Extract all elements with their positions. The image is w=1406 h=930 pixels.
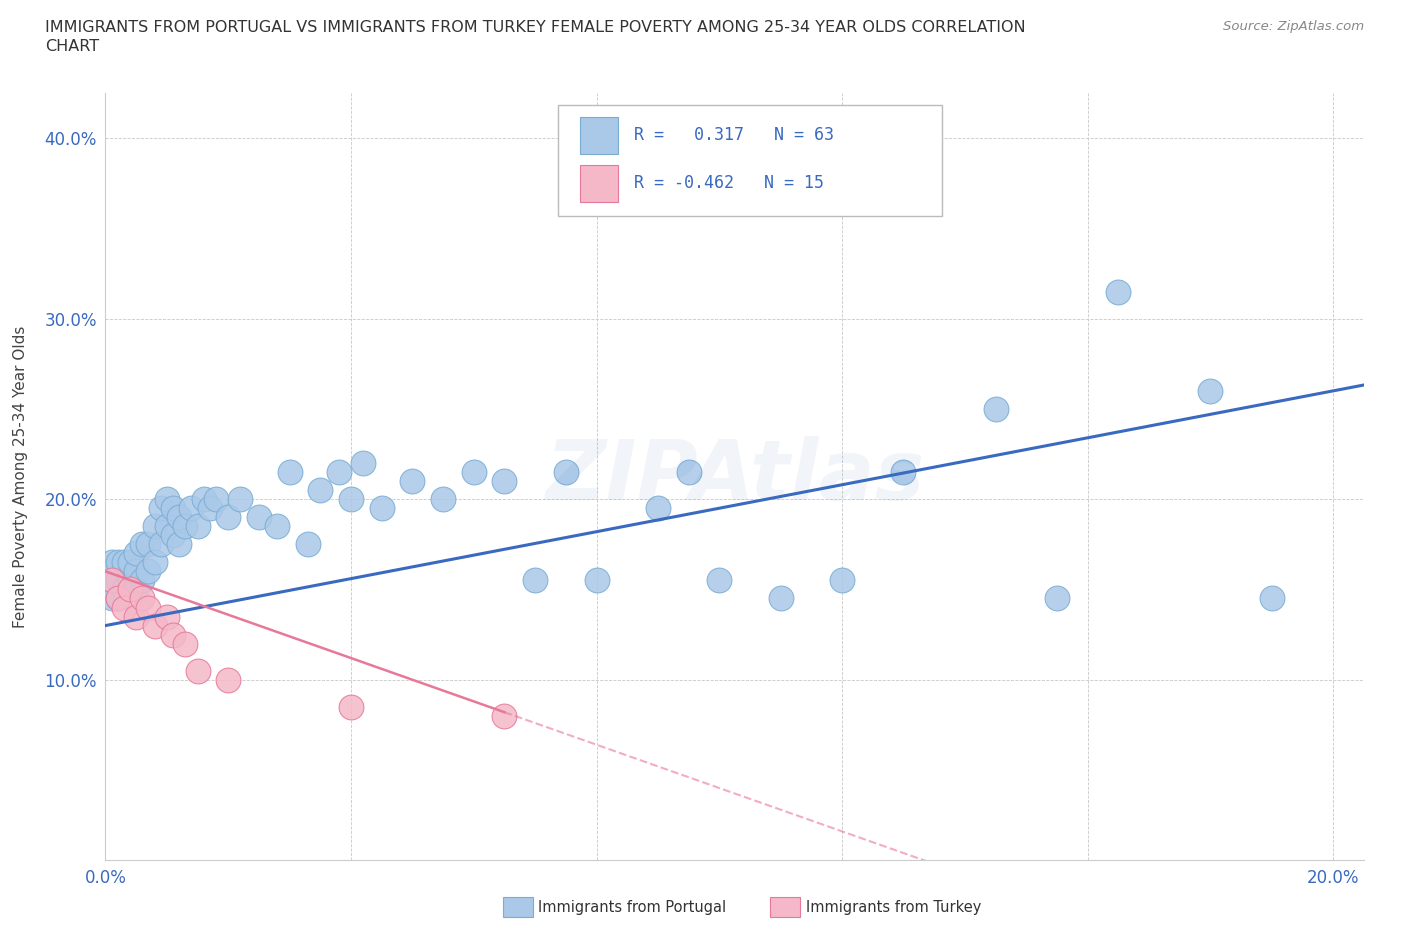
Point bbox=[149, 500, 172, 515]
Point bbox=[340, 699, 363, 714]
Point bbox=[709, 573, 731, 588]
Point bbox=[156, 609, 179, 624]
Point bbox=[831, 573, 853, 588]
Point bbox=[463, 465, 485, 480]
Point bbox=[193, 492, 215, 507]
Text: IMMIGRANTS FROM PORTUGAL VS IMMIGRANTS FROM TURKEY FEMALE POVERTY AMONG 25-34 YE: IMMIGRANTS FROM PORTUGAL VS IMMIGRANTS F… bbox=[45, 20, 1025, 35]
Point bbox=[309, 483, 332, 498]
Point bbox=[198, 500, 221, 515]
Point bbox=[112, 555, 135, 570]
Point bbox=[1199, 383, 1222, 398]
Point bbox=[118, 573, 141, 588]
Point bbox=[328, 465, 350, 480]
Point bbox=[162, 528, 184, 543]
Point bbox=[149, 537, 172, 551]
Point bbox=[107, 573, 129, 588]
Point bbox=[156, 519, 179, 534]
Point bbox=[984, 402, 1007, 417]
Point bbox=[893, 465, 915, 480]
Point bbox=[107, 591, 129, 606]
Point bbox=[156, 492, 179, 507]
Point bbox=[174, 519, 197, 534]
FancyBboxPatch shape bbox=[558, 104, 942, 216]
Point bbox=[118, 555, 141, 570]
Y-axis label: Female Poverty Among 25-34 Year Olds: Female Poverty Among 25-34 Year Olds bbox=[13, 326, 28, 628]
Point bbox=[524, 573, 547, 588]
Point bbox=[112, 600, 135, 615]
Point bbox=[100, 573, 122, 588]
Point bbox=[585, 573, 607, 588]
Point bbox=[217, 672, 239, 687]
Point bbox=[125, 546, 148, 561]
Point bbox=[186, 519, 208, 534]
Point bbox=[138, 537, 160, 551]
Point bbox=[107, 591, 129, 606]
Point bbox=[1261, 591, 1284, 606]
Point bbox=[125, 582, 148, 597]
Text: Source: ZipAtlas.com: Source: ZipAtlas.com bbox=[1223, 20, 1364, 33]
Text: CHART: CHART bbox=[45, 39, 98, 54]
Point bbox=[494, 473, 516, 488]
Point bbox=[112, 582, 135, 597]
Point bbox=[278, 465, 301, 480]
Point bbox=[1107, 285, 1129, 299]
Point bbox=[432, 492, 454, 507]
Point bbox=[125, 609, 148, 624]
Point bbox=[107, 555, 129, 570]
Text: R =   0.317   N = 63: R = 0.317 N = 63 bbox=[634, 126, 834, 144]
Point bbox=[162, 627, 184, 642]
Point bbox=[678, 465, 700, 480]
Point bbox=[174, 636, 197, 651]
Point bbox=[494, 709, 516, 724]
Point bbox=[100, 564, 122, 578]
Point bbox=[131, 591, 153, 606]
Point bbox=[118, 582, 141, 597]
Point bbox=[180, 500, 202, 515]
Text: R = -0.462   N = 15: R = -0.462 N = 15 bbox=[634, 174, 824, 192]
Bar bbox=[579, 165, 617, 202]
Point bbox=[340, 492, 363, 507]
Point bbox=[131, 537, 153, 551]
Point bbox=[352, 456, 374, 471]
Point bbox=[138, 564, 160, 578]
Point bbox=[138, 600, 160, 615]
Point bbox=[167, 537, 190, 551]
Point bbox=[143, 555, 166, 570]
Text: ZIPAtlas: ZIPAtlas bbox=[546, 436, 924, 517]
Text: Immigrants from Portugal: Immigrants from Portugal bbox=[538, 900, 727, 915]
Point bbox=[297, 537, 319, 551]
Point bbox=[1046, 591, 1069, 606]
Point bbox=[769, 591, 792, 606]
Point bbox=[229, 492, 252, 507]
Point bbox=[100, 591, 122, 606]
Point bbox=[217, 510, 239, 525]
Point bbox=[554, 465, 576, 480]
Point bbox=[370, 500, 392, 515]
Point bbox=[401, 473, 423, 488]
Point bbox=[266, 519, 288, 534]
Point bbox=[205, 492, 228, 507]
Bar bbox=[579, 117, 617, 154]
Point bbox=[162, 500, 184, 515]
Point bbox=[100, 555, 122, 570]
Point bbox=[143, 519, 166, 534]
Point bbox=[100, 573, 122, 588]
Point bbox=[186, 663, 208, 678]
Text: Immigrants from Turkey: Immigrants from Turkey bbox=[806, 900, 981, 915]
Point bbox=[647, 500, 669, 515]
Point bbox=[247, 510, 270, 525]
Point bbox=[167, 510, 190, 525]
Point bbox=[131, 573, 153, 588]
Point bbox=[143, 618, 166, 633]
Point bbox=[125, 564, 148, 578]
